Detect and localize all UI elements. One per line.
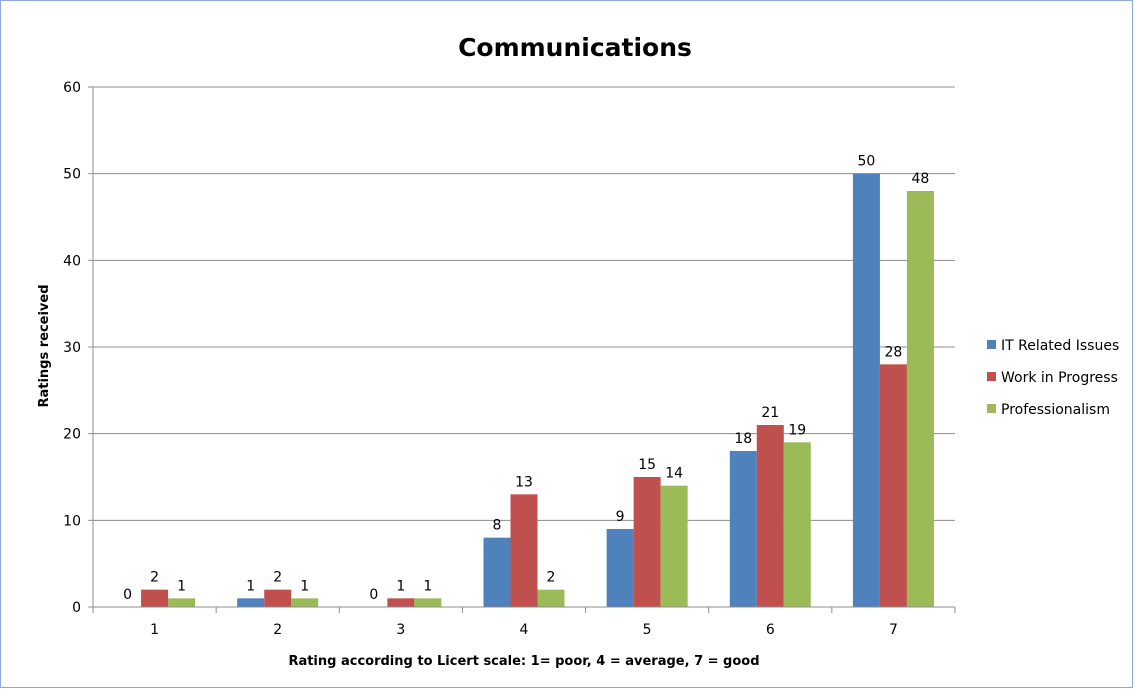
- legend-label: Work in Progress: [1001, 370, 1118, 386]
- data-label: 19: [788, 422, 806, 438]
- x-tick-label: 5: [643, 622, 652, 638]
- data-label: 13: [515, 474, 533, 490]
- data-label: 2: [547, 570, 556, 586]
- y-tick-label: 20: [63, 427, 81, 443]
- y-tick-label: 0: [72, 600, 81, 616]
- legend-swatch: [987, 404, 996, 413]
- bar: [660, 485, 688, 607]
- bar: [483, 537, 511, 607]
- x-axis-title: Rating according to Licert scale: 1= poo…: [288, 654, 759, 669]
- data-label: 21: [761, 405, 779, 421]
- x-tick-label: 6: [766, 622, 775, 638]
- bar: [756, 425, 784, 607]
- x-tick-label: 4: [520, 622, 529, 638]
- data-label: 14: [665, 466, 683, 482]
- data-label: 28: [885, 344, 903, 360]
- y-tick-label: 40: [63, 253, 81, 269]
- bar: [141, 589, 169, 607]
- legend-label: Professionalism: [1001, 402, 1110, 418]
- data-label: 8: [493, 518, 502, 534]
- x-tick-label: 7: [889, 622, 898, 638]
- data-label: 15: [638, 457, 656, 473]
- x-tick-label: 3: [396, 622, 405, 638]
- data-label: 50: [858, 154, 876, 170]
- bar: [537, 589, 565, 607]
- legend-swatch: [987, 340, 996, 349]
- bar: [879, 364, 907, 607]
- data-label: 0: [123, 587, 132, 603]
- y-tick-label: 50: [63, 167, 81, 183]
- legend-label: IT Related Issues: [1001, 338, 1119, 354]
- bar: [291, 598, 319, 607]
- bar: [783, 442, 811, 607]
- bar: [633, 477, 661, 607]
- data-label: 2: [273, 570, 282, 586]
- x-tick-label: 2: [273, 622, 282, 638]
- chart-title: Communications: [458, 33, 692, 62]
- data-label: 1: [396, 578, 405, 594]
- data-label: 1: [246, 578, 255, 594]
- bar: [906, 191, 934, 607]
- legend: IT Related Issues Work in Progress Profess…: [987, 338, 1119, 418]
- data-label: 2: [150, 570, 159, 586]
- bar: [387, 598, 415, 607]
- gridlines: [93, 86, 955, 521]
- y-tick-label: 60: [63, 80, 81, 96]
- y-axis-title: Ratings received: [37, 284, 52, 407]
- bar: [264, 589, 292, 607]
- data-label: 9: [616, 509, 625, 525]
- bar: [414, 598, 442, 607]
- data-label: 1: [300, 578, 309, 594]
- y-tick-label: 30: [63, 340, 81, 356]
- bar: [852, 173, 880, 607]
- data-label: 18: [734, 431, 752, 447]
- x-tick-label: 1: [150, 622, 159, 638]
- bar: [729, 451, 757, 607]
- data-label: 48: [912, 171, 930, 187]
- data-label: 0: [369, 587, 378, 603]
- data-label: 1: [423, 578, 432, 594]
- bar: [168, 598, 196, 607]
- legend-swatch: [987, 372, 996, 381]
- y-tick-label: 10: [63, 513, 81, 529]
- bar: [237, 598, 265, 607]
- data-label: 1: [177, 578, 186, 594]
- bar: [510, 494, 538, 607]
- bar: [606, 529, 634, 607]
